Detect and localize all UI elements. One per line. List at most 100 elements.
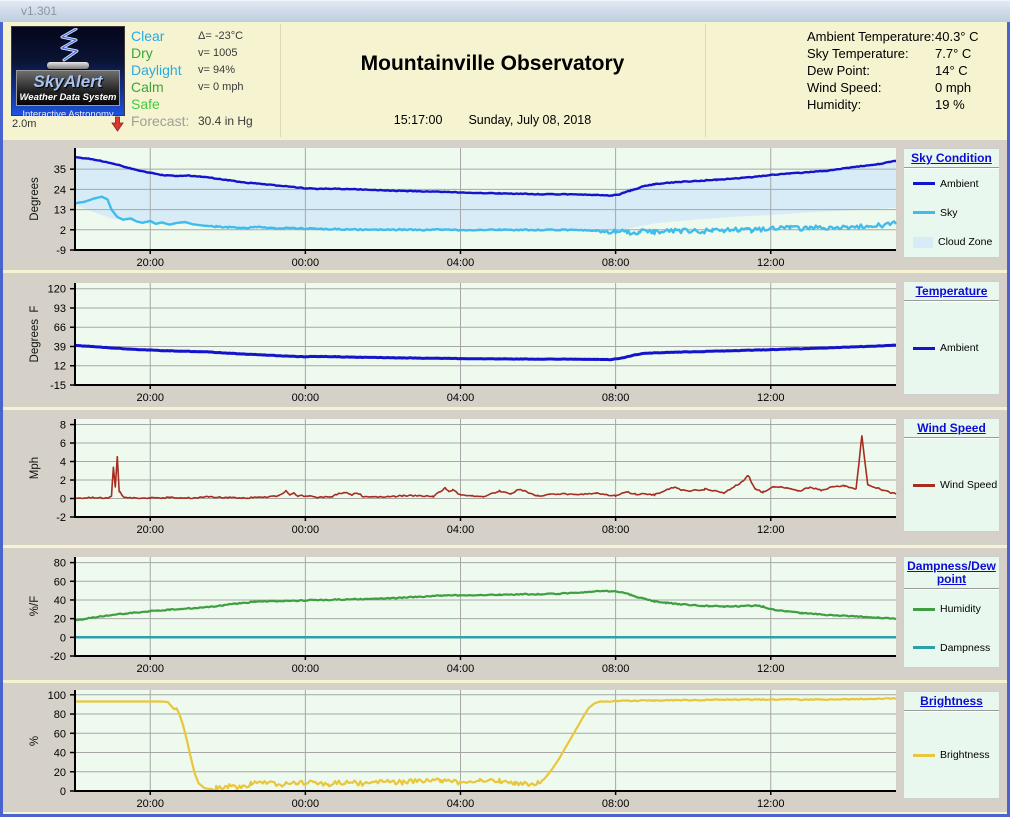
svg-text:20:00: 20:00 <box>136 524 164 536</box>
legend-line-swatch <box>913 646 935 650</box>
lightning-bolt-icon <box>60 28 79 62</box>
y-axis-label: %/F <box>29 595 41 617</box>
svg-text:08:00: 08:00 <box>602 798 630 810</box>
reading-value: 40.3° C <box>935 29 979 44</box>
svg-text:04:00: 04:00 <box>447 392 475 404</box>
svg-text:04:00: 04:00 <box>447 524 475 536</box>
legend-entry-dampness: Dampness <box>913 642 999 654</box>
aperture-label: 2.0m <box>12 118 37 130</box>
status-dry: Dry <box>131 45 153 61</box>
svg-text:-9: -9 <box>56 245 66 257</box>
legend-title: Dampness/Dewpoint <box>907 559 996 586</box>
svg-text:-20: -20 <box>50 651 66 663</box>
legend-entry-label: Ambient <box>940 177 979 190</box>
legend-title: Temperature <box>915 284 988 298</box>
svg-text:12:00: 12:00 <box>757 392 785 404</box>
chart-brightness: 100 80 60 40 20 0 20:00 00:00 04:00 08:00 12:00 % … <box>3 683 1007 812</box>
svg-text:13: 13 <box>54 205 66 217</box>
brand-name: SkyAlert <box>33 72 103 91</box>
legend-separator <box>904 300 999 302</box>
status-block: Clear Δ= -23°C Dry v= 1005 Daylight v= 9… <box>131 28 253 130</box>
svg-text:-2: -2 <box>56 512 66 524</box>
svg-text:00:00: 00:00 <box>292 392 320 404</box>
y-axis-label: Degrees <box>29 177 41 221</box>
legend-entry-ambient: Ambient <box>913 178 999 190</box>
legend-separator <box>904 710 999 712</box>
svg-text:60: 60 <box>54 728 66 740</box>
legend-sky-condition: Sky Condition Ambient Sky Cloud Zone <box>903 148 1000 258</box>
legend-title: Brightness <box>920 694 983 708</box>
status-daylight-value: v= 94% <box>198 64 235 76</box>
sky-condition-plot: 35 24 13 2 -9 20:00 00:00 04:00 08:00 12:00 <box>54 148 897 269</box>
current-date: Sunday, July 08, 2018 <box>468 113 592 127</box>
svg-text:12:00: 12:00 <box>757 663 785 675</box>
svg-text:20: 20 <box>54 614 66 626</box>
chart-sky-condition: 35 24 13 2 -9 20:00 00:00 04:00 08:00 12:00 Degre… <box>3 140 1007 270</box>
version-label: v1.301 <box>21 4 58 18</box>
svg-text:35: 35 <box>54 164 66 176</box>
chart-wind-speed: 8 6 4 2 0 -2 20:00 00:00 04:00 08:00 12:00 Mph Win… <box>3 410 1007 545</box>
svg-text:20:00: 20:00 <box>136 798 164 810</box>
temperature-plot: 120 93 66 39 12 -15 20:00 00:00 04:00 08:00 12:00 <box>48 283 897 404</box>
svg-text:08:00: 08:00 <box>602 257 630 269</box>
svg-text:100: 100 <box>48 690 66 702</box>
svg-text:40: 40 <box>54 595 66 607</box>
page-title: Mountainville Observatory <box>360 52 625 75</box>
datetime-line: 15:17:00 Sunday, July 08, 2018 <box>280 113 705 127</box>
legend-patch-swatch <box>913 236 933 248</box>
svg-text:00:00: 00:00 <box>292 257 320 269</box>
reading-label: Dew Point: <box>807 63 870 78</box>
legend-entries: Ambient Sky Cloud Zone <box>904 169 999 257</box>
legend-entry-label: Dampness <box>940 641 991 654</box>
svg-text:-15: -15 <box>50 380 66 392</box>
legend-title: Wind Speed <box>917 421 986 435</box>
reading-value: 14° C <box>935 63 968 78</box>
svg-text:04:00: 04:00 <box>447 798 475 810</box>
legend-temperature: Temperature Ambient <box>903 281 1000 395</box>
legend-title: Sky Condition <box>911 151 992 165</box>
legend-line-swatch <box>913 607 935 611</box>
svg-text:2: 2 <box>60 225 66 237</box>
reading-value: 0 mph <box>935 80 972 95</box>
sensor-graphic <box>47 62 89 69</box>
skyalert-logo: SkyAlert Weather Data System Interactive… <box>11 26 125 120</box>
svg-text:20:00: 20:00 <box>136 663 164 675</box>
legend-entry-label: Humidity <box>940 603 981 616</box>
reading-value: 19 % <box>935 97 965 112</box>
status-calm: Calm <box>131 79 164 95</box>
svg-text:60: 60 <box>54 576 66 588</box>
svg-text:00:00: 00:00 <box>292 663 320 675</box>
status-clear-value: Δ= -23°C <box>198 30 244 42</box>
svg-text:39: 39 <box>54 341 66 353</box>
svg-text:0: 0 <box>60 632 66 644</box>
legend-brightness: Brightness Brightness <box>903 691 1000 799</box>
legend-entries: Humidity Dampness <box>904 590 999 667</box>
legend-entry-humidity: Humidity <box>913 603 999 615</box>
forecast-label: Forecast: <box>131 113 190 129</box>
readings-block: Ambient Temperature: 40.3° C Sky Tempera… <box>807 28 979 113</box>
legend-line-swatch <box>913 753 935 757</box>
legend-entry-ambient: Ambient <box>913 342 999 354</box>
logo-panel: SkyAlert Weather Data System <box>16 70 120 106</box>
legend-line-swatch <box>913 182 935 186</box>
reading-value: 7.7° C <box>935 46 972 61</box>
window-titlebar[interactable]: v1.301 <box>0 0 1010 22</box>
svg-text:80: 80 <box>54 558 66 570</box>
legend-line-swatch <box>913 211 935 215</box>
chart-dampness-dewpoint: 80 60 40 20 0 -20 20:00 00:00 04:00 08:00 12:00 %/… <box>3 548 1007 680</box>
legend-entry-label: Brightness <box>940 749 990 761</box>
svg-text:00:00: 00:00 <box>292 524 320 536</box>
status-dry-value: v= 1005 <box>198 47 238 59</box>
status-safe: Safe <box>131 96 160 112</box>
legend-entry-label: Wind Speed <box>940 479 998 491</box>
charts-area: 35 24 13 2 -9 20:00 00:00 04:00 08:00 12:00 Degre… <box>3 139 1007 814</box>
brand-subtitle: Weather Data System <box>19 92 117 103</box>
reading-label: Wind Speed: <box>807 80 882 95</box>
svg-text:40: 40 <box>54 748 66 760</box>
svg-text:66: 66 <box>54 322 66 334</box>
header-panel: SkyAlert Weather Data System Interactive… <box>3 22 1007 139</box>
legend-separator <box>904 588 999 590</box>
legend-line-swatch <box>913 483 935 487</box>
svg-text:12:00: 12:00 <box>757 798 785 810</box>
svg-text:08:00: 08:00 <box>602 663 630 675</box>
